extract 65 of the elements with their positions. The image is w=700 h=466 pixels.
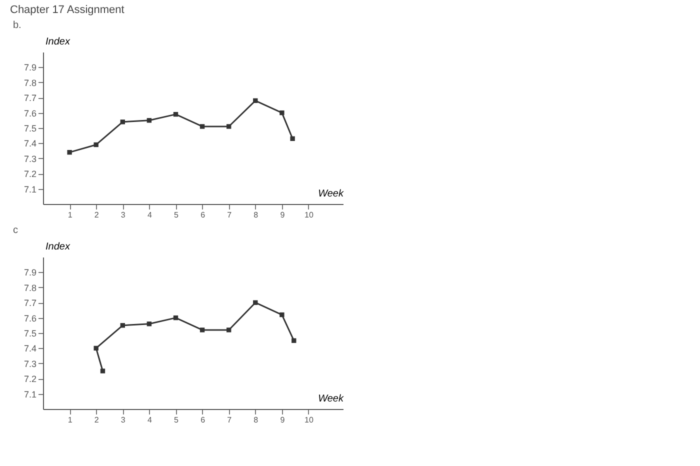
y-tick-label: 7.3 xyxy=(24,358,36,369)
point xyxy=(226,328,232,332)
y-tick-label: 7.9 xyxy=(24,62,36,73)
x-tick-label: 8 xyxy=(254,210,259,220)
y-tick-label: 7.1 xyxy=(24,184,36,194)
point xyxy=(226,124,232,129)
point xyxy=(67,150,72,155)
y-axis-title: Index xyxy=(46,36,71,48)
point xyxy=(253,300,258,305)
x-axis-title: Week xyxy=(318,188,344,200)
y-tick-label: 7.5 xyxy=(24,328,36,338)
y-tick-label: 7.6 xyxy=(24,313,36,324)
y-tick-label: 7.2 xyxy=(24,169,36,180)
point xyxy=(120,120,125,124)
x-tick-label: 6 xyxy=(200,416,206,424)
x-tick-label: 4 xyxy=(147,416,152,424)
point xyxy=(280,312,284,318)
x-tick-label: 9 xyxy=(280,416,286,424)
chart-title: c xyxy=(13,225,18,236)
x-tick-label: 7 xyxy=(227,210,232,220)
x-tick-label: 1 xyxy=(68,416,73,424)
x-tick-label: 2 xyxy=(94,210,100,220)
y-tick-label: 7.4 xyxy=(24,138,36,149)
y-tick-label: 7.4 xyxy=(24,344,36,354)
x-tick-label: 10 xyxy=(304,416,314,424)
point xyxy=(290,136,295,141)
point xyxy=(120,323,125,328)
x-tick-label: 3 xyxy=(120,210,126,220)
y-tick-label: 7.8 xyxy=(24,78,36,88)
x-tick-label: 8 xyxy=(254,416,259,424)
y-tick-label: 7.5 xyxy=(24,124,36,134)
y-tick-label: 7.7 xyxy=(24,298,36,308)
y-tick-label: 7.1 xyxy=(24,389,36,400)
chart-title: b. xyxy=(13,20,22,31)
y-tick-label: 7.9 xyxy=(24,268,36,278)
point xyxy=(100,368,106,374)
x-tick-label: 5 xyxy=(174,416,180,424)
x-tick-label: 10 xyxy=(304,210,314,220)
y-axis-title: Index xyxy=(46,242,71,252)
x-tick-label: 3 xyxy=(120,416,126,424)
y-tick-label: 7.8 xyxy=(24,282,36,293)
text: Chapter 17 Assignment xyxy=(10,4,126,16)
y-tick-label: 7.7 xyxy=(24,93,36,104)
point xyxy=(146,118,152,123)
point xyxy=(94,142,98,148)
x-axis-title: Week xyxy=(318,394,344,404)
point xyxy=(200,328,205,332)
y-tick-label: 7.6 xyxy=(24,108,36,118)
point xyxy=(173,315,178,320)
point xyxy=(94,346,98,351)
point xyxy=(280,110,284,116)
x-tick-label: 4 xyxy=(147,210,152,220)
x-tick-label: 7 xyxy=(227,416,232,424)
x-tick-label: 9 xyxy=(280,210,286,220)
y-tick-label: 7.2 xyxy=(24,374,36,384)
y-tick-label: 7.3 xyxy=(24,154,36,164)
point xyxy=(253,98,258,103)
point xyxy=(292,338,296,343)
x-tick-label: 6 xyxy=(200,210,206,220)
x-tick-label: 2 xyxy=(94,416,100,424)
x-tick-label: 1 xyxy=(68,210,73,220)
x-tick-label: 5 xyxy=(174,210,180,220)
point xyxy=(173,112,178,117)
point xyxy=(146,322,152,326)
point xyxy=(200,124,205,129)
